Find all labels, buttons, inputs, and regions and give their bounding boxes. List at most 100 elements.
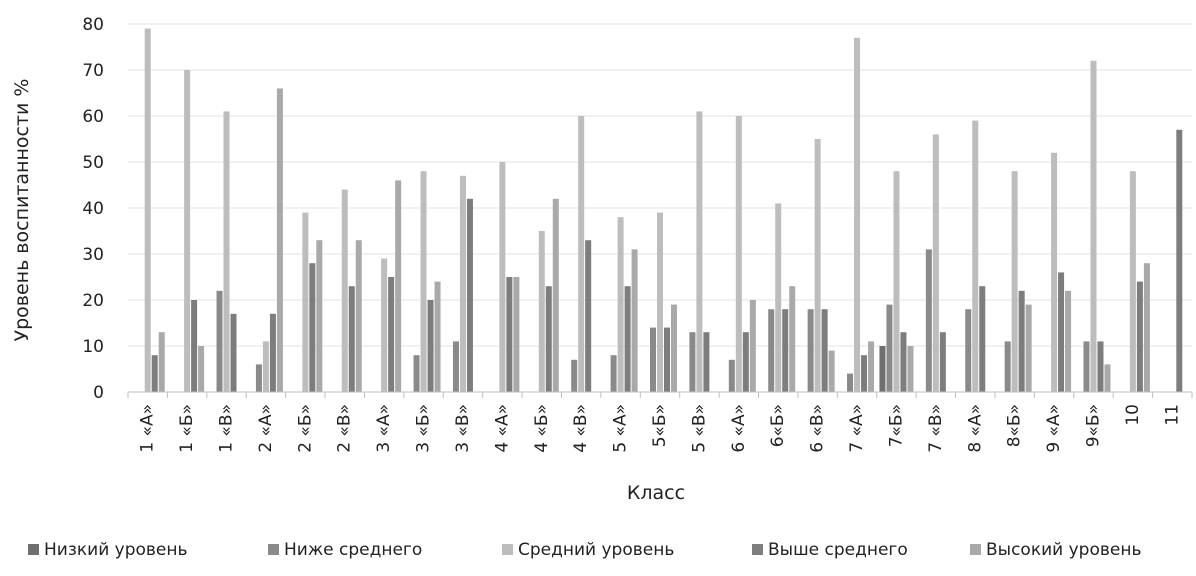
bar-5-25 <box>1104 364 1111 392</box>
bar-5-4 <box>276 88 283 393</box>
bar-5-19 <box>868 341 875 392</box>
bar-4-10 <box>506 277 513 392</box>
bar-2-4 <box>255 364 262 392</box>
bar-5-11 <box>552 198 559 392</box>
bar-5-26 <box>1143 263 1150 392</box>
x-tick-label: 9«Б» <box>1083 404 1103 447</box>
bar-4-17 <box>782 309 789 392</box>
x-tick-label: 1 «А» <box>138 404 158 453</box>
bar-4-5 <box>309 263 316 392</box>
bar-5-8 <box>434 281 441 392</box>
x-axis-title: Класс <box>627 482 685 504</box>
bar-4-6 <box>348 286 355 392</box>
bar-3-5 <box>302 212 309 392</box>
legend-label: Низкий уровень <box>44 540 188 560</box>
bar-5-7 <box>395 180 402 392</box>
bar-3-15 <box>696 111 703 393</box>
x-tick-label: 6 «А» <box>729 404 749 453</box>
bar-4-21 <box>939 332 946 392</box>
bar-3-23 <box>1011 171 1018 392</box>
bar-4-9 <box>466 198 473 392</box>
legend-item: Низкий уровень <box>28 540 188 560</box>
bar-3-25 <box>1090 60 1097 393</box>
bar-5-20 <box>907 346 914 392</box>
legend-item: Выше среднего <box>752 540 908 560</box>
legend: Низкий уровень Ниже среднего Средний урове… <box>28 540 1141 560</box>
bar-3-20 <box>893 171 900 392</box>
bar-3-13 <box>617 217 624 392</box>
bar-2-13 <box>610 355 617 392</box>
y-tick-label: 30 <box>82 245 104 265</box>
x-tick-label: 5«Б» <box>650 404 670 447</box>
bar-2-23 <box>1004 341 1011 392</box>
axes: 0 10 20 30 40 50 60 70 80 1 «А» 1 «Б» 1 «В» 2 «А» 2 «… <box>82 15 1193 453</box>
bar-1-20 <box>879 346 886 392</box>
bar-3-6 <box>341 189 348 392</box>
legend-label: Выше среднего <box>768 540 908 560</box>
bar-2-20 <box>886 304 893 392</box>
bar-3-4 <box>262 341 269 392</box>
legend-item: Средний уровень <box>502 540 674 560</box>
bar-4-8 <box>427 300 434 392</box>
bar-5-13 <box>631 249 638 392</box>
bar-2-3 <box>216 290 223 392</box>
bar-4-7 <box>388 277 395 392</box>
bar-3-21 <box>932 134 939 392</box>
bar-4-15 <box>703 332 710 392</box>
y-tick-label: 40 <box>82 199 104 219</box>
bar-4-2 <box>191 300 198 392</box>
bar-4-18 <box>821 309 828 392</box>
bar-5-16 <box>749 300 756 392</box>
bar-3-26 <box>1129 171 1136 392</box>
bar-4-22 <box>979 286 986 392</box>
bar-3-3 <box>223 111 230 393</box>
bar-2-22 <box>965 309 972 392</box>
bar-4-20 <box>900 332 907 392</box>
bar-3-9 <box>459 175 466 392</box>
bar-5-1 <box>158 332 165 392</box>
bar-3-17 <box>775 203 782 392</box>
bar-3-14 <box>657 212 663 392</box>
legend-swatch <box>28 544 39 555</box>
bar-2-21 <box>925 249 932 392</box>
bar-3-10 <box>499 162 506 392</box>
bar-2-17 <box>768 309 775 392</box>
bar-2-19 <box>847 373 854 392</box>
legend-label: Высокий уровень <box>986 540 1141 560</box>
x-tick-label: 3 «А» <box>374 404 394 453</box>
legend-swatch <box>970 544 981 555</box>
bar-3-24 <box>1051 152 1058 392</box>
bar-2-15 <box>689 332 696 392</box>
bar-3-7 <box>381 258 388 392</box>
bar-5-18 <box>828 350 835 392</box>
y-tick-label: 50 <box>82 153 104 173</box>
legend-item: Высокий уровень <box>970 540 1141 560</box>
bar-4-12 <box>585 240 592 392</box>
bar-3-12 <box>578 116 585 392</box>
bar-5-6 <box>355 240 362 392</box>
x-tick-label: 9 «А» <box>1044 404 1064 453</box>
bar-5-2 <box>198 346 205 392</box>
bar-3-22 <box>972 120 979 392</box>
x-tick-label: 7 «А» <box>847 404 867 453</box>
bar-4-25 <box>1097 341 1104 392</box>
bar-5-5 <box>316 240 323 392</box>
bar-2-18 <box>807 309 814 392</box>
bar-4-16 <box>742 332 749 392</box>
bar-5-17 <box>789 286 796 392</box>
bar-3-19 <box>854 37 861 393</box>
bar-4-19 <box>861 355 868 392</box>
x-tick-label: 11 <box>1162 404 1182 426</box>
bar-5-10 <box>513 277 520 392</box>
bar-2-16 <box>728 359 735 392</box>
legend-item: Ниже среднего <box>268 540 422 560</box>
bar-2-8 <box>413 355 420 392</box>
bar-2-25 <box>1083 341 1090 392</box>
bars <box>144 28 1183 393</box>
bar-2-12 <box>571 359 578 392</box>
legend-label: Ниже среднего <box>284 540 422 560</box>
bar-3-2 <box>184 70 191 392</box>
bar-3-16 <box>735 116 742 392</box>
x-tick-label: 2 «А» <box>256 404 276 453</box>
